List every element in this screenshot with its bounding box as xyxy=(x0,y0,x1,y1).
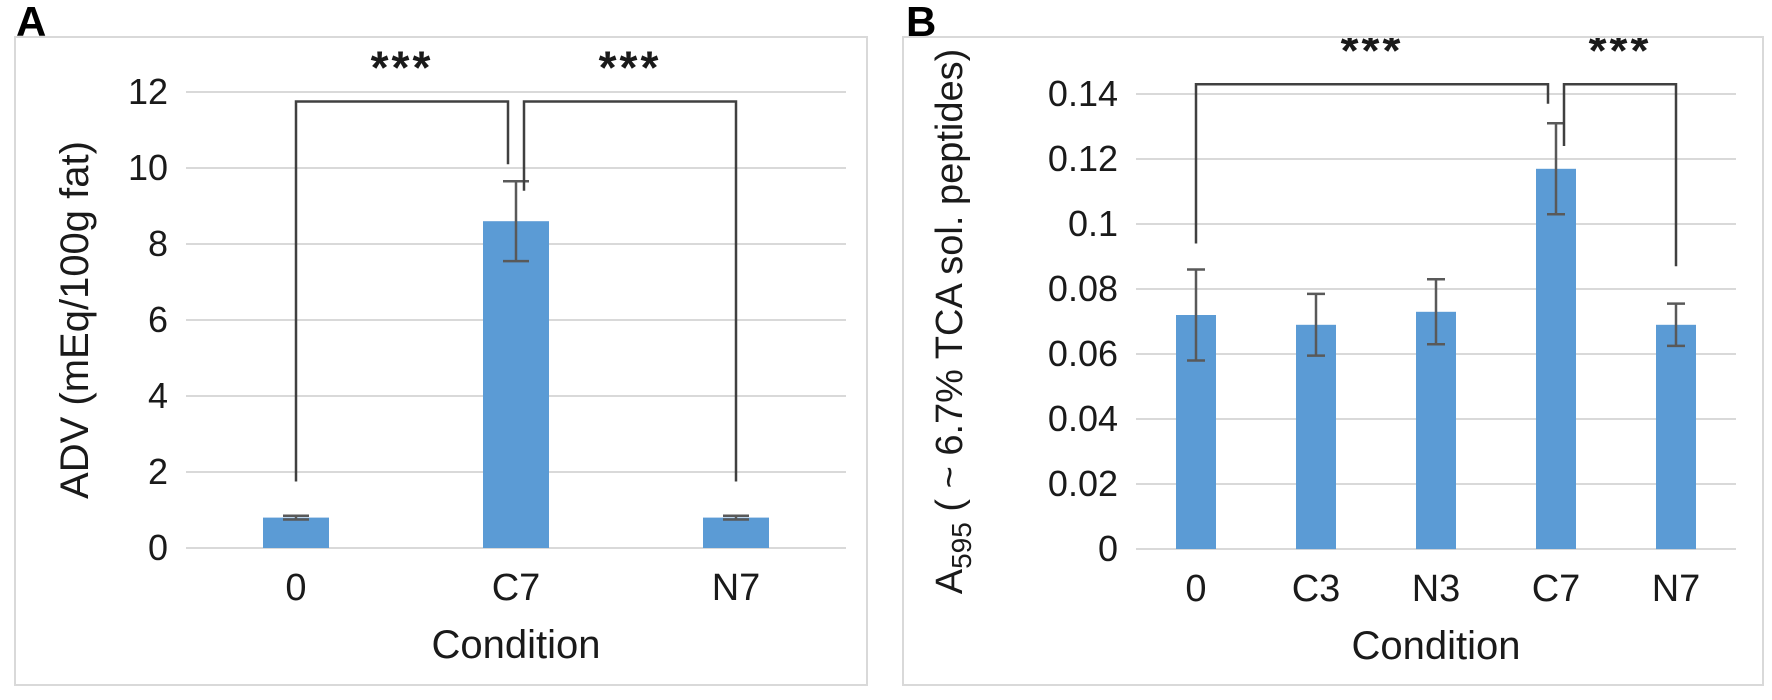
y-axis-title: A595 ( ~ 6.7% TCA sol. peptides) xyxy=(929,49,977,595)
significance-label: *** xyxy=(1589,38,1652,76)
y-tick-label: 0.04 xyxy=(1048,398,1118,439)
y-tick-label: 0.1 xyxy=(1068,203,1118,244)
bar xyxy=(483,221,549,548)
chart-panel-a: *** *** 0 2 4 6 8 10 12 0 C7 N7 Condition ADV (mEq/10… xyxy=(14,36,868,686)
significance-label: *** xyxy=(599,42,662,94)
error-bar xyxy=(1427,278,1445,346)
chart-panel-b: *** *** 0 0.02 0.04 0.06 0.08 0.1 0.12 0.14 0 C3 N3 C… xyxy=(902,36,1764,686)
error-bar xyxy=(1667,302,1685,348)
bar xyxy=(263,517,329,548)
bar xyxy=(1296,324,1336,550)
significance-bracket xyxy=(1194,83,1550,244)
y-tick-label: 2 xyxy=(148,451,168,492)
y-tick-label: 0.02 xyxy=(1048,463,1118,504)
bar xyxy=(1416,311,1456,550)
bar-chart-a: *** *** 0 2 4 6 8 10 12 0 C7 N7 Condition ADV (mEq/10… xyxy=(53,42,846,667)
y-tick-label: 10 xyxy=(128,147,168,188)
x-tick-label: C3 xyxy=(1292,568,1341,610)
y-tick-label: 0 xyxy=(148,527,168,568)
y-tick-label: 0.08 xyxy=(1048,268,1118,309)
y-axis-title: ADV (mEq/100g fat) xyxy=(53,141,97,499)
x-tick-label: 0 xyxy=(285,567,306,609)
x-tick-label: 0 xyxy=(1185,568,1206,610)
error-bar xyxy=(1307,292,1325,357)
x-tick-label: C7 xyxy=(492,567,541,609)
error-bar xyxy=(1547,122,1565,216)
x-axis-title: Condition xyxy=(431,623,600,667)
x-tick-label: N7 xyxy=(1652,568,1701,610)
error-bar xyxy=(723,514,749,521)
y-tick-label: 8 xyxy=(148,223,168,264)
y-tick-label: 12 xyxy=(128,71,168,112)
y-tick-label: 6 xyxy=(148,299,168,340)
significance-bracket xyxy=(522,100,738,482)
x-tick-label: C7 xyxy=(1532,568,1581,610)
bar xyxy=(1536,168,1576,550)
x-axis-title: Condition xyxy=(1351,624,1520,668)
y-tick-label: 0.14 xyxy=(1048,73,1118,114)
significance-bracket xyxy=(294,100,510,482)
y-tick-label: 0.06 xyxy=(1048,333,1118,374)
bar xyxy=(1656,324,1696,550)
y-tick-label: 0 xyxy=(1098,528,1118,569)
significance-label: *** xyxy=(371,42,434,94)
y-tick-label: 0.12 xyxy=(1048,138,1118,179)
bar-chart-b: *** *** 0 0.02 0.04 0.06 0.08 0.1 0.12 0.14 0 C3 N3 C… xyxy=(929,38,1736,668)
error-bar xyxy=(1187,268,1205,362)
error-bar xyxy=(283,514,309,521)
bar xyxy=(703,517,769,548)
significance-label: *** xyxy=(1341,38,1404,76)
y-tick-label: 4 xyxy=(148,375,168,416)
significance-bracket xyxy=(1562,83,1678,267)
x-tick-label: N3 xyxy=(1412,568,1461,610)
x-tick-label: N7 xyxy=(712,567,761,609)
